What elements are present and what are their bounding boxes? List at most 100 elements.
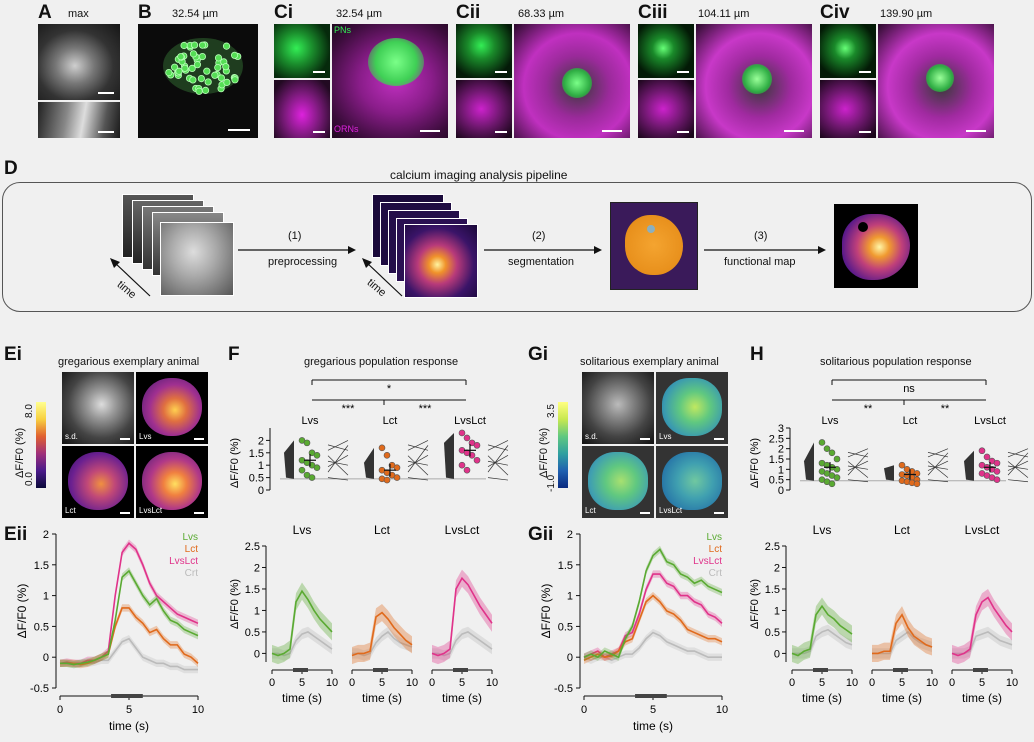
panel-label-cii: Cii xyxy=(456,2,481,23)
trace-x-label: time (s) xyxy=(362,691,402,705)
paired-line xyxy=(1007,452,1029,458)
trace-lct-line xyxy=(872,613,933,655)
panel-label-ei: Ei xyxy=(4,344,22,365)
step3-number: (3) xyxy=(754,230,768,242)
trace-x-tick-label: 0 xyxy=(789,677,795,689)
y-tick-label: 0 xyxy=(43,652,49,664)
roi-circle xyxy=(222,42,231,50)
scatter-y-tick-label: 1 xyxy=(778,464,784,476)
roi-circle xyxy=(197,75,205,83)
stimulus-bar xyxy=(293,668,308,672)
trace-title-lvs: Lvs xyxy=(813,523,832,537)
gi-cbar-max: 3.5 xyxy=(546,404,557,418)
series-line-lct xyxy=(60,607,199,666)
roi-circle xyxy=(204,78,212,86)
data-point-lct xyxy=(378,444,386,452)
sig-label-outer: * xyxy=(387,383,392,395)
legend-lvs: Lvs xyxy=(706,532,722,543)
pn-legend-label: PNs xyxy=(334,25,352,35)
y-tick-label: -0.5 xyxy=(30,683,49,695)
traces-y-tick-label: 0 xyxy=(254,648,260,660)
x-tick-label: 0 xyxy=(57,704,63,716)
roi-circle xyxy=(198,41,207,49)
data-point-lvs xyxy=(833,474,841,481)
data-point-lvslct xyxy=(993,476,1001,483)
gi-sd-tile: s.d. xyxy=(582,372,654,444)
roi-circle xyxy=(214,54,223,62)
stimulus-bar xyxy=(373,668,388,672)
roi-circle xyxy=(188,64,196,72)
paired-line xyxy=(407,440,429,451)
stimulus-bar xyxy=(973,668,988,672)
paired-line xyxy=(327,460,349,466)
roi-circle xyxy=(201,86,210,94)
legend-lct: Lct xyxy=(709,544,723,555)
cii-orn-image xyxy=(456,80,512,138)
traces-y-tick-label: 1 xyxy=(774,605,780,617)
y-tick-label: -0.5 xyxy=(554,683,573,695)
legend-lvslct: LvsLct xyxy=(169,556,198,567)
paired-line xyxy=(1007,479,1029,483)
trace-x-tick-label: 5 xyxy=(299,677,305,689)
traces-y-tick-label: 2 xyxy=(774,562,780,574)
roi-circle xyxy=(193,61,202,69)
step2-arrow xyxy=(484,246,602,254)
violin-lvs xyxy=(804,442,814,481)
scatter-y-tick-label: 0 xyxy=(778,485,784,497)
data-point-lvs xyxy=(298,466,306,474)
traces-y-tick-label: 0 xyxy=(774,648,780,660)
traces-y-tick-label: 2.5 xyxy=(765,541,780,553)
paired-line xyxy=(487,444,509,451)
panel-cii-depth: 68.33 µm xyxy=(518,8,565,20)
sig-label-outer: ns xyxy=(903,383,915,395)
paired-line xyxy=(487,454,509,467)
trace-x-label: time (s) xyxy=(802,691,842,705)
gi-lvslct-tile: LvsLct xyxy=(656,446,728,518)
step3-name: functional map xyxy=(724,256,796,268)
trace-title-lct: Lct xyxy=(894,523,911,537)
traces-y-label: ΔF/F0 (%) xyxy=(229,579,241,629)
paired-line xyxy=(847,465,869,470)
roi-circle xyxy=(175,67,183,75)
roi-circle xyxy=(189,50,198,58)
y-axis-label: ΔF/F0 (%) xyxy=(15,584,29,639)
functional-map-image xyxy=(834,204,918,288)
trace-x-tick-label: 10 xyxy=(926,677,938,689)
group-label-lct: Lct xyxy=(903,415,918,427)
panel-label-civ: Civ xyxy=(820,2,850,23)
step3-arrow xyxy=(704,246,826,254)
legend-lct: Lct xyxy=(185,544,199,555)
paired-line xyxy=(487,477,509,481)
scatter-y-label: ΔF/F0 (%) xyxy=(749,438,761,488)
paired-line xyxy=(847,452,869,458)
scatter-y-label: ΔF/F0 (%) xyxy=(229,438,241,488)
paired-line xyxy=(927,452,949,458)
ci-pn-image xyxy=(274,24,330,78)
paired-line xyxy=(927,465,949,470)
sig-label-right: ** xyxy=(941,403,950,415)
roi-circle xyxy=(222,63,230,71)
step1-name: preprocessing xyxy=(268,256,338,268)
group-label-lvslct: LvsLct xyxy=(454,415,486,427)
data-point-lvslct xyxy=(473,442,481,449)
trace-lct-band xyxy=(352,604,412,665)
ei-lvslct-tile: LvsLct xyxy=(136,446,208,518)
segmentation-image xyxy=(610,202,698,290)
data-point-lvslct xyxy=(458,429,466,437)
control-trace-line xyxy=(352,630,413,657)
panel-ciii-depth: 104.11 µm xyxy=(698,8,750,20)
paired-line xyxy=(847,460,869,471)
paired-line xyxy=(407,454,429,467)
x-tick-label: 10 xyxy=(192,704,204,716)
data-point-lct xyxy=(393,474,401,481)
scatter-y-tick-label: 0.5 xyxy=(249,473,264,485)
trace-x-tick-label: 10 xyxy=(326,677,338,689)
trace-x-tick-label: 5 xyxy=(379,677,385,689)
traces-y-tick-label: 0.5 xyxy=(765,627,780,639)
trace-title-lvs: Lvs xyxy=(293,523,312,537)
roi-circle xyxy=(189,76,197,84)
sig-label-left: *** xyxy=(342,403,356,415)
trace-lvs-line xyxy=(271,589,333,657)
roi-circle xyxy=(214,63,222,72)
